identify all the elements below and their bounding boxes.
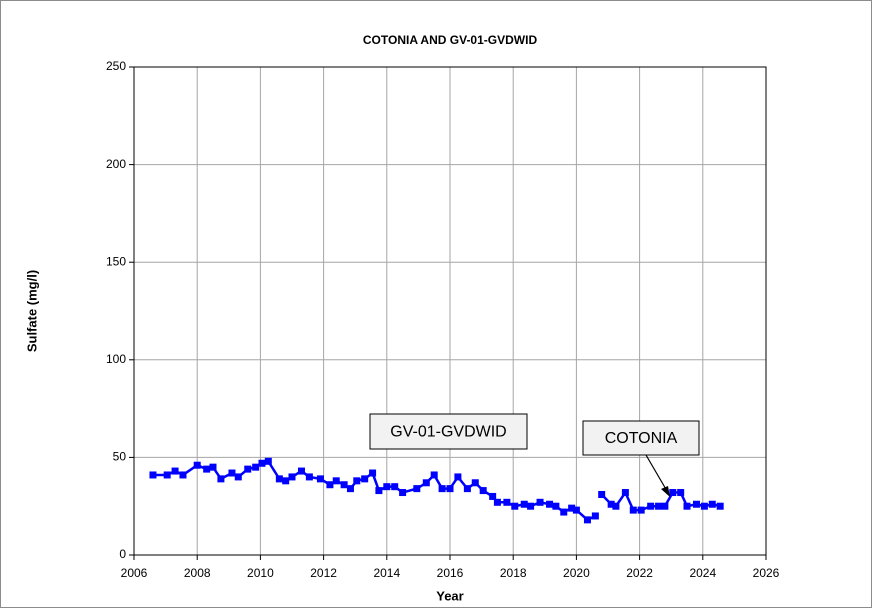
annotation-box [582, 420, 700, 456]
x-tick-label: 2026 [753, 566, 780, 580]
data-point [316, 475, 324, 483]
data-point [607, 500, 615, 508]
data-point [305, 473, 313, 481]
data-point [244, 465, 252, 473]
data-point [503, 498, 511, 506]
data-point [346, 485, 354, 493]
data-point [536, 498, 544, 506]
data-point [489, 492, 497, 500]
x-tick-label: 2024 [689, 566, 716, 580]
annotation-arrow [645, 454, 668, 492]
data-point [612, 502, 620, 510]
data-point [621, 489, 629, 497]
data-point [598, 490, 606, 498]
data-point [692, 500, 700, 508]
data-point [163, 471, 171, 479]
data-point [677, 489, 685, 497]
annotation-text: COTONIA [605, 430, 678, 447]
x-tick-label: 2020 [563, 566, 590, 580]
data-point [629, 506, 637, 514]
data-point [234, 473, 242, 481]
data-point [326, 481, 334, 489]
y-tick-label: 250 [106, 59, 126, 73]
y-tick-label: 100 [106, 352, 126, 366]
data-point [383, 483, 391, 491]
y-axis-label: Sulfate (mg/l) [24, 270, 39, 352]
data-point [637, 506, 645, 514]
x-tick-label: 2014 [373, 566, 400, 580]
data-point [209, 463, 217, 471]
y-tick-label: 150 [106, 254, 126, 268]
x-tick-label: 2012 [310, 566, 337, 580]
data-point [546, 500, 554, 508]
x-tick-label: 2018 [500, 566, 527, 580]
data-point [288, 473, 296, 481]
y-tick-label: 0 [119, 547, 126, 561]
data-point [716, 502, 724, 510]
data-point [552, 502, 560, 510]
data-point [149, 471, 157, 479]
x-tick-label: 2008 [184, 566, 211, 580]
data-point [669, 489, 677, 497]
data-point [520, 500, 528, 508]
data-point [430, 471, 438, 479]
data-point [683, 502, 691, 510]
data-point [700, 502, 708, 510]
data-point [171, 467, 179, 475]
data-point [568, 504, 576, 512]
data-point [217, 475, 225, 483]
data-point [479, 487, 487, 495]
data-point [264, 457, 272, 465]
y-tick-label: 50 [113, 450, 127, 464]
data-point [471, 479, 479, 487]
data-point [493, 498, 501, 506]
data-point [391, 483, 399, 491]
data-point [282, 477, 290, 485]
x-tick-label: 2010 [247, 566, 274, 580]
data-point [228, 469, 236, 477]
annotation-text: GV-01-GVDWID [390, 424, 506, 441]
data-point [560, 508, 568, 516]
x-axis-label: Year [436, 588, 463, 603]
annotation-box [369, 413, 528, 450]
data-point [446, 485, 454, 493]
annotation-arrowhead [661, 486, 670, 497]
data-point [203, 465, 211, 473]
data-point [332, 477, 340, 485]
plot-frame [133, 66, 767, 556]
data-point [193, 461, 201, 469]
data-point [275, 475, 283, 483]
data-point [340, 481, 348, 489]
data-point [708, 500, 716, 508]
data-point [413, 485, 421, 493]
x-tick-label: 2016 [437, 566, 464, 580]
data-point [454, 473, 462, 481]
data-point [591, 512, 599, 520]
data-point [375, 487, 383, 495]
data-point [661, 502, 669, 510]
data-point [258, 459, 266, 467]
y-tick-label: 200 [106, 157, 126, 171]
data-point [369, 469, 377, 477]
data-point [572, 506, 580, 514]
data-point [647, 502, 655, 510]
data-point [422, 479, 430, 487]
data-point [353, 477, 361, 485]
data-point [655, 502, 663, 510]
x-tick-label: 2022 [626, 566, 653, 580]
data-point [583, 516, 591, 524]
data-point [361, 475, 369, 483]
data-point [399, 489, 407, 497]
x-tick-label: 2006 [121, 566, 148, 580]
data-point [252, 463, 260, 471]
data-point [463, 485, 471, 493]
data-point [297, 467, 305, 475]
data-point [438, 485, 446, 493]
data-point [511, 502, 519, 510]
data-point [179, 471, 187, 479]
chart-title: COTONIA AND GV-01-GVDWID [363, 33, 538, 47]
data-point [527, 502, 535, 510]
